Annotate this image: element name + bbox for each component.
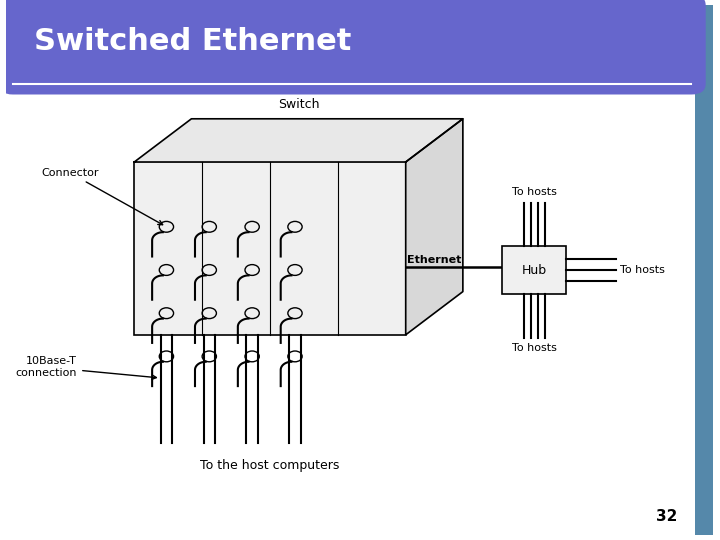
Text: Ethernet: Ethernet (407, 254, 461, 265)
Text: Switch: Switch (278, 98, 319, 111)
FancyBboxPatch shape (0, 0, 706, 94)
FancyBboxPatch shape (695, 5, 713, 535)
Text: Switched Ethernet: Switched Ethernet (35, 28, 351, 56)
Text: To the host computers: To the host computers (200, 459, 340, 472)
Text: 10Base-T
connection: 10Base-T connection (16, 356, 156, 380)
Text: Connector: Connector (41, 168, 163, 225)
Text: To hosts: To hosts (512, 343, 557, 353)
Polygon shape (134, 119, 463, 162)
Text: Hub: Hub (522, 264, 547, 276)
Bar (502, 246, 567, 294)
Text: To hosts: To hosts (512, 187, 557, 197)
Text: To hosts: To hosts (620, 265, 665, 275)
Polygon shape (405, 119, 463, 335)
Bar (134, 162, 405, 335)
Text: 32: 32 (656, 509, 677, 524)
